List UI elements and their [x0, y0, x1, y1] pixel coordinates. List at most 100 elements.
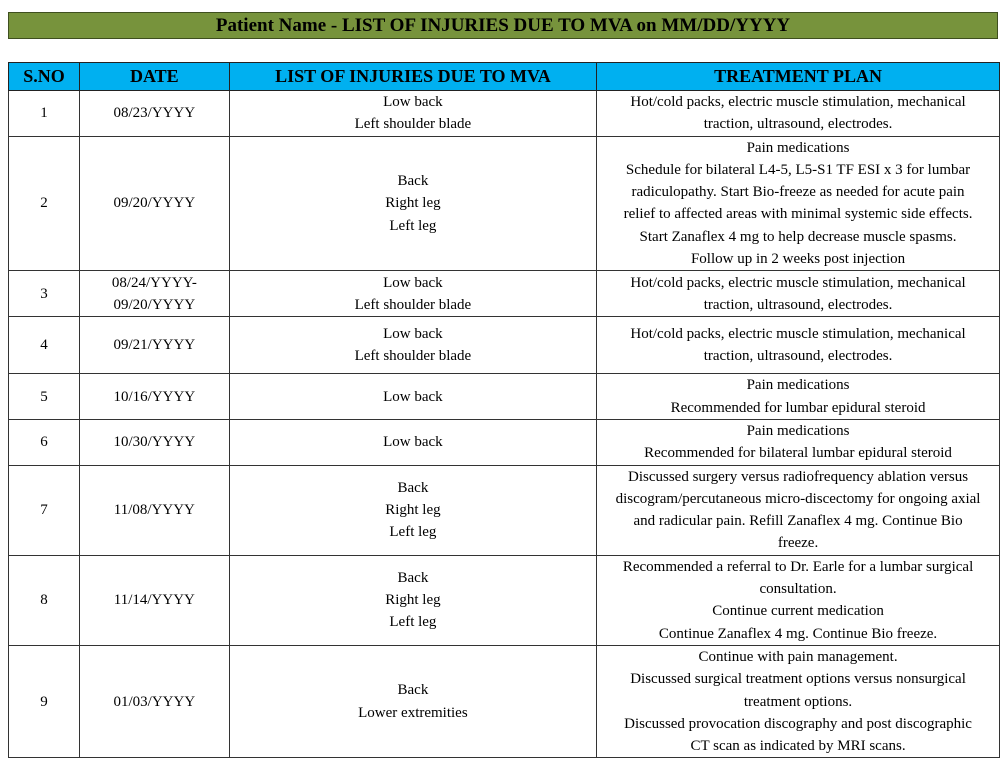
treatment-cell: Hot/cold packs, electric muscle stimulat…	[596, 90, 1000, 137]
sno-cell: 7	[8, 464, 80, 556]
date-cell-line: 10/30/YYYY	[113, 434, 196, 451]
treatment-cell: Discussed surgery versus radiofrequency …	[596, 464, 1000, 556]
treatment-cell-line: Continue Zanaflex 4 mg. Continue Bio fre…	[658, 625, 938, 642]
header-date: DATE	[78, 62, 230, 91]
treatment-cell-line: Pain medications	[746, 422, 850, 439]
date-cell-line: 01/03/YYYY	[113, 693, 196, 710]
table-row: 5 10/16/YYYY Low back Pain medications Recom…	[8, 373, 1000, 420]
sno-cell: 2	[8, 135, 80, 272]
injuries-cell: Low back	[228, 418, 598, 466]
injuries-cell: Low back Left shoulder blade	[228, 90, 598, 137]
injuries-cell-line: Left leg	[389, 614, 437, 631]
document-title: Patient Name - LIST OF INJURIES DUE TO M…	[8, 12, 998, 39]
sno-cell: 5	[8, 373, 80, 420]
treatment-cell: Continue with pain management. Discussed …	[596, 644, 1000, 758]
date-cell: 11/08/YYYY	[78, 464, 230, 556]
injuries-cell: Back Right leg Left leg	[228, 135, 598, 272]
injuries-cell: Low back Left shoulder blade	[228, 270, 598, 318]
treatment-cell: Pain medications Recommended for lumbar e…	[596, 373, 1000, 420]
date-cell: 09/21/YYYY	[78, 316, 230, 375]
date-cell-line: 08/24/YYYY-	[111, 274, 197, 291]
table-row: 9 01/03/YYYY Back Lower extremities Continue…	[8, 644, 1000, 758]
treatment-cell: Pain medications Recommended for bilatera…	[596, 418, 1000, 466]
injuries-cell-line: Left leg	[389, 217, 437, 234]
treatment-cell-line: radiculopathy. Start Bio-freeze as neede…	[631, 184, 965, 201]
treatment-cell-line: Follow up in 2 weeks post injection	[690, 251, 906, 268]
header-injuries: LIST OF INJURIES DUE TO MVA	[228, 62, 598, 91]
table-row: 2 09/20/YYYY Back Right leg Left leg Pain med…	[8, 135, 1000, 272]
injuries-cell-line: Back	[397, 569, 429, 586]
table-row: 7 11/08/YYYY Back Right leg Left leg Discusse…	[8, 464, 1000, 556]
sno-cell: 3	[8, 270, 80, 318]
injuries-cell-line: Lower extremities	[358, 704, 468, 721]
date-cell-line: 11/08/YYYY	[113, 502, 195, 518]
injuries-cell-line: Back	[397, 682, 429, 699]
date-cell-line: 09/20/YYYY	[113, 296, 196, 313]
table-row: 1 08/23/YYYY Low back Left shoulder blade Ho…	[8, 90, 1000, 137]
treatment-cell: Pain medications Schedule for bilateral L…	[596, 135, 1000, 272]
table-row: 8 11/14/YYYY Back Right leg Left leg Recommen…	[8, 554, 1000, 646]
injuries-cell-line: Left shoulder blade	[354, 348, 472, 365]
injuries-cell-line: Left leg	[389, 524, 437, 541]
injuries-cell: Back Right leg Left leg	[228, 554, 598, 646]
injuries-cell-line: Low back	[383, 274, 443, 291]
sno-cell: 8	[8, 554, 80, 646]
table-row: 3 08/24/YYYY- 09/20/YYYY Low back Left shoul…	[8, 270, 1000, 318]
treatment-cell-line: discogram/percutaneous micro-discectomy …	[615, 490, 981, 507]
treatment-cell-line: CT scan as indicated by MRI scans.	[690, 738, 906, 755]
injuries-cell-line: Low back	[383, 326, 443, 343]
injuries-cell-line: Back	[397, 479, 429, 496]
date-cell-line: 09/21/YYYY	[113, 337, 196, 354]
sno-cell: 6	[8, 418, 80, 466]
treatment-cell-line: Pain medications	[746, 377, 850, 394]
treatment-cell-line: traction, ultrasound, electrodes.	[703, 348, 893, 365]
date-cell: 08/23/YYYY	[78, 90, 230, 137]
date-cell: 08/24/YYYY- 09/20/YYYY	[78, 270, 230, 318]
header-treatment: TREATMENT PLAN	[596, 62, 1000, 91]
treatment-cell-line: relief to affected areas with minimal sy…	[623, 206, 973, 223]
treatment-cell-line: freeze.	[777, 535, 819, 552]
date-cell-line: 08/23/YYYY	[113, 105, 196, 122]
date-cell: 10/30/YYYY	[78, 418, 230, 466]
date-cell-line: 11/14/YYYY	[113, 592, 195, 609]
header-sno: S.NO	[8, 62, 80, 91]
treatment-cell-line: Recommended a referral to Dr. Earle for …	[622, 558, 974, 575]
treatment-cell-line: traction, ultrasound, electrodes.	[703, 116, 893, 133]
treatment-cell-line: Discussed surgery versus radiofrequency …	[628, 468, 969, 485]
treatment-cell-line: Start Zanaflex 4 mg to help decrease mus…	[639, 228, 957, 245]
treatment-cell-line: treatment options.	[743, 693, 853, 710]
date-cell-line: 09/20/YYYY	[113, 195, 196, 212]
treatment-cell: Recommended a referral to Dr. Earle for …	[596, 554, 1000, 646]
injuries-cell: Back Lower extremities	[228, 644, 598, 758]
injuries-cell-line: Low back	[383, 388, 443, 405]
injuries-table: S.NO DATE LIST OF INJURIES DUE TO MVA TR…	[8, 62, 1000, 758]
treatment-cell-line: Schedule for bilateral L4-5, L5-S1 TF ES…	[625, 161, 971, 178]
sno-cell: 9	[8, 644, 80, 758]
treatment-cell-line: Hot/cold packs, electric muscle stimulat…	[630, 326, 966, 343]
treatment-cell: Hot/cold packs, electric muscle stimulat…	[596, 270, 1000, 318]
date-cell: 10/16/YYYY	[78, 373, 230, 420]
treatment-cell-line: traction, ultrasound, electrodes.	[703, 296, 893, 313]
treatment-cell-line: Pain medications	[746, 139, 850, 156]
table-row: 6 10/30/YYYY Low back Pain medications Recom…	[8, 418, 1000, 466]
treatment-cell-line: Recommended for bilateral lumbar epidura…	[644, 445, 952, 462]
date-cell: 11/14/YYYY	[78, 554, 230, 646]
injuries-cell: Low back	[228, 373, 598, 420]
injuries-cell-line: Left shoulder blade	[354, 116, 472, 133]
treatment-cell: Hot/cold packs, electric muscle stimulat…	[596, 316, 1000, 375]
injuries-cell-line: Right leg	[385, 195, 441, 212]
injuries-cell-line: Back	[397, 173, 429, 190]
injuries-cell-line: Low back	[383, 94, 443, 110]
header-row: S.NO DATE LIST OF INJURIES DUE TO MVA TR…	[8, 62, 1000, 91]
treatment-cell-line: Continue current medication	[712, 603, 884, 620]
treatment-cell-line: Continue with pain management.	[698, 648, 898, 665]
treatment-cell-line: Hot/cold packs, electric muscle stimulat…	[630, 94, 966, 110]
sno-cell: 1	[8, 90, 80, 137]
treatment-cell-line: Hot/cold packs, electric muscle stimulat…	[630, 274, 966, 291]
treatment-cell-line: Discussed surgical treatment options ver…	[630, 671, 966, 688]
treatment-cell-line: Discussed provocation discography and po…	[624, 715, 972, 732]
treatment-cell-line: and radicular pain. Refill Zanaflex 4 mg…	[633, 513, 963, 530]
injuries-cell: Back Right leg Left leg	[228, 464, 598, 556]
date-cell: 01/03/YYYY	[78, 644, 230, 758]
date-cell: 09/20/YYYY	[78, 135, 230, 272]
